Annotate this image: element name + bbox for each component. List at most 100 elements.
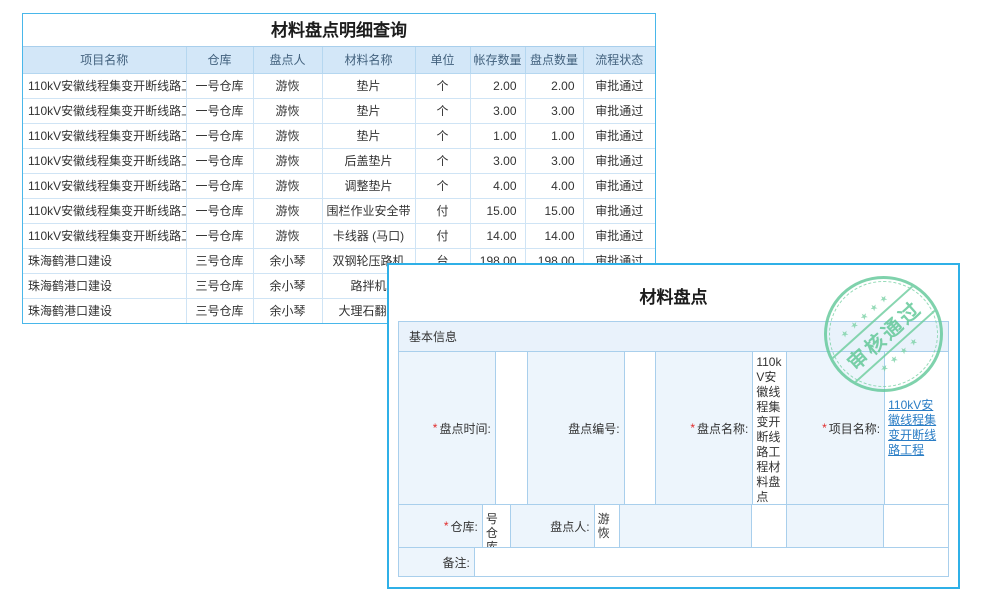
col-header-status: 流程状态 (582, 47, 655, 74)
cell-book-qty: 1.00 (469, 122, 526, 149)
cell-person[interactable]: 余小琴 (252, 272, 323, 299)
field-value-inventory-time[interactable] (494, 352, 527, 504)
col-header-person: 盘点人 (252, 47, 323, 74)
cell-unit: 付 (414, 197, 471, 224)
cell-project[interactable]: 珠海鹤港口建设 (23, 297, 187, 323)
cell-status[interactable]: 审批通过 (582, 172, 655, 199)
field-label-inventory-name: * 盘点名称: (654, 352, 753, 504)
table-row: 110kV安徽线程集变开断线路工程 一号仓库 游恢 垫片 个 1.00 1.00… (23, 122, 655, 149)
cell-project[interactable]: 110kV安徽线程集变开断线路工程 (23, 72, 187, 99)
warehouse-value-text: 一号仓库 (485, 505, 498, 547)
cell-warehouse[interactable]: 一号仓库 (185, 122, 254, 149)
cell-warehouse[interactable]: 一号仓库 (185, 72, 254, 99)
cell-project[interactable]: 110kV安徽线程集变开断线路工程 (23, 197, 187, 224)
cell-person[interactable]: 余小琴 (252, 247, 323, 274)
cell-person[interactable]: 游恢 (252, 72, 323, 99)
field-label-text: 盘点人: (550, 519, 590, 534)
field-value-warehouse: 一号仓库 (481, 505, 510, 547)
table-header-row: 项目名称 仓库 盘点人 材料名称 单位 帐存数量 盘点数量 流程状态 (23, 47, 655, 74)
field-label-text: 项目名称: (828, 421, 881, 436)
cell-person[interactable]: 游恢 (252, 122, 323, 149)
empty-value-cell (883, 505, 948, 547)
table-row: 110kV安徽线程集变开断线路工程 一号仓库 游恢 垫片 个 3.00 3.00… (23, 97, 655, 124)
cell-person[interactable]: 余小琴 (252, 297, 323, 323)
cell-status[interactable]: 审批通过 (582, 72, 655, 99)
cell-warehouse[interactable]: 一号仓库 (185, 147, 254, 174)
cell-warehouse[interactable]: 一号仓库 (185, 97, 254, 124)
empty-label-cell (786, 505, 884, 547)
cell-project[interactable]: 110kV安徽线程集变开断线路工程 (23, 172, 187, 199)
field-label-warehouse: * 仓库: (399, 505, 482, 547)
table-row: 110kV安徽线程集变开断线路工程 一号仓库 游恢 调整垫片 个 4.00 4.… (23, 172, 655, 199)
cell-count-qty: 3.00 (524, 147, 584, 174)
cell-project[interactable]: 珠海鹤港口建设 (23, 247, 187, 274)
col-header-warehouse: 仓库 (185, 47, 254, 74)
cell-unit: 个 (414, 122, 471, 149)
cell-book-qty: 15.00 (469, 197, 526, 224)
field-value-person: 游恢 (593, 505, 619, 547)
cell-project[interactable]: 110kV安徽线程集变开断线路工程 (23, 97, 187, 124)
cell-project[interactable]: 110kV安徽线程集变开断线路工程 (23, 122, 187, 149)
cell-project[interactable]: 110kV安徽线程集变开断线路工程 (23, 147, 187, 174)
field-label-text: 盘点名称: (697, 421, 749, 436)
cell-status[interactable]: 审批通过 (582, 147, 655, 174)
cell-person[interactable]: 游恢 (252, 147, 323, 174)
cell-material[interactable]: 后盖垫片 (321, 147, 416, 174)
cell-unit: 付 (414, 222, 471, 249)
col-header-unit: 单位 (414, 47, 471, 74)
cell-material[interactable]: 垫片 (321, 122, 416, 149)
cell-book-qty: 14.00 (469, 222, 526, 249)
field-label-text: 备注: (442, 555, 470, 570)
field-label-inventory-code: 盘点编号: (526, 352, 624, 504)
cell-book-qty: 2.00 (469, 72, 526, 99)
field-value-remark[interactable] (473, 548, 948, 576)
col-header-project: 项目名称 (23, 47, 187, 74)
empty-label-cell (618, 505, 752, 547)
cell-material[interactable]: 调整垫片 (321, 172, 416, 199)
cell-count-qty: 1.00 (524, 122, 584, 149)
cell-person[interactable]: 游恢 (252, 172, 323, 199)
form-row: * 仓库: 一号仓库 盘点人: 游恢 (399, 504, 948, 547)
cell-unit: 个 (414, 97, 471, 124)
cell-status[interactable]: 审批通过 (582, 97, 655, 124)
cell-warehouse[interactable]: 三号仓库 (185, 297, 254, 323)
field-label-text: 盘点编号: (568, 421, 620, 436)
cell-project[interactable]: 珠海鹤港口建设 (23, 272, 187, 299)
field-value-inventory-code[interactable] (623, 352, 655, 504)
form-row: * 盘点时间: 盘点编号: * 盘点名称: 110kV安徽线程集变开断线路工程材料盘… (399, 352, 948, 504)
cell-warehouse[interactable]: 一号仓库 (185, 197, 254, 224)
cell-unit: 个 (414, 72, 471, 99)
field-label-inventory-time: * 盘点时间: (399, 352, 495, 504)
cell-warehouse[interactable]: 一号仓库 (185, 222, 254, 249)
field-value-project-name: 110kV安徽线程集变开断线路工程 (884, 352, 948, 504)
inventory-form-panel: 材料盘点 基本信息 * 盘点时间: 盘点编号: * 盘点名称: 110kV安徽线程集… (387, 263, 960, 589)
cell-warehouse[interactable]: 三号仓库 (185, 272, 254, 299)
cell-count-qty: 14.00 (524, 222, 584, 249)
person-value-text: 游恢 (597, 512, 610, 540)
cell-material[interactable]: 双钢轮压路机 (321, 247, 416, 274)
cell-book-qty: 4.00 (469, 172, 526, 199)
cell-material[interactable]: 垫片 (321, 97, 416, 124)
cell-book-qty: 3.00 (469, 147, 526, 174)
cell-status[interactable]: 审批通过 (582, 122, 655, 149)
project-link[interactable]: 110kV安徽线程集变开断线路工程 (888, 398, 937, 457)
query-panel-title: 材料盘点明细查询 (23, 14, 655, 47)
table-row: 110kV安徽线程集变开断线路工程 一号仓库 游恢 围栏作业安全带 付 15.0… (23, 197, 655, 224)
field-label-text: 盘点时间: (439, 421, 491, 436)
cell-material[interactable]: 卡线器 (马口) (321, 222, 416, 249)
table-row: 110kV安徽线程集变开断线路工程 一号仓库 游恢 后盖垫片 个 3.00 3.… (23, 147, 655, 174)
cell-warehouse[interactable]: 三号仓库 (185, 247, 254, 274)
cell-person[interactable]: 游恢 (252, 222, 323, 249)
cell-count-qty: 15.00 (524, 197, 584, 224)
field-label-remark: 备注: (399, 548, 474, 576)
cell-warehouse[interactable]: 一号仓库 (185, 172, 254, 199)
cell-status[interactable]: 审批通过 (582, 222, 655, 249)
cell-material[interactable]: 围栏作业安全带 (321, 197, 416, 224)
cell-status[interactable]: 审批通过 (582, 197, 655, 224)
cell-material[interactable]: 垫片 (321, 72, 416, 99)
cell-person[interactable]: 游恢 (252, 97, 323, 124)
basic-info-box: 基本信息 * 盘点时间: 盘点编号: * 盘点名称: 110kV安徽线程集变开断线路… (398, 321, 949, 577)
cell-project[interactable]: 110kV安徽线程集变开断线路工程 (23, 222, 187, 249)
required-marker: * (432, 421, 438, 435)
cell-person[interactable]: 游恢 (252, 197, 323, 224)
